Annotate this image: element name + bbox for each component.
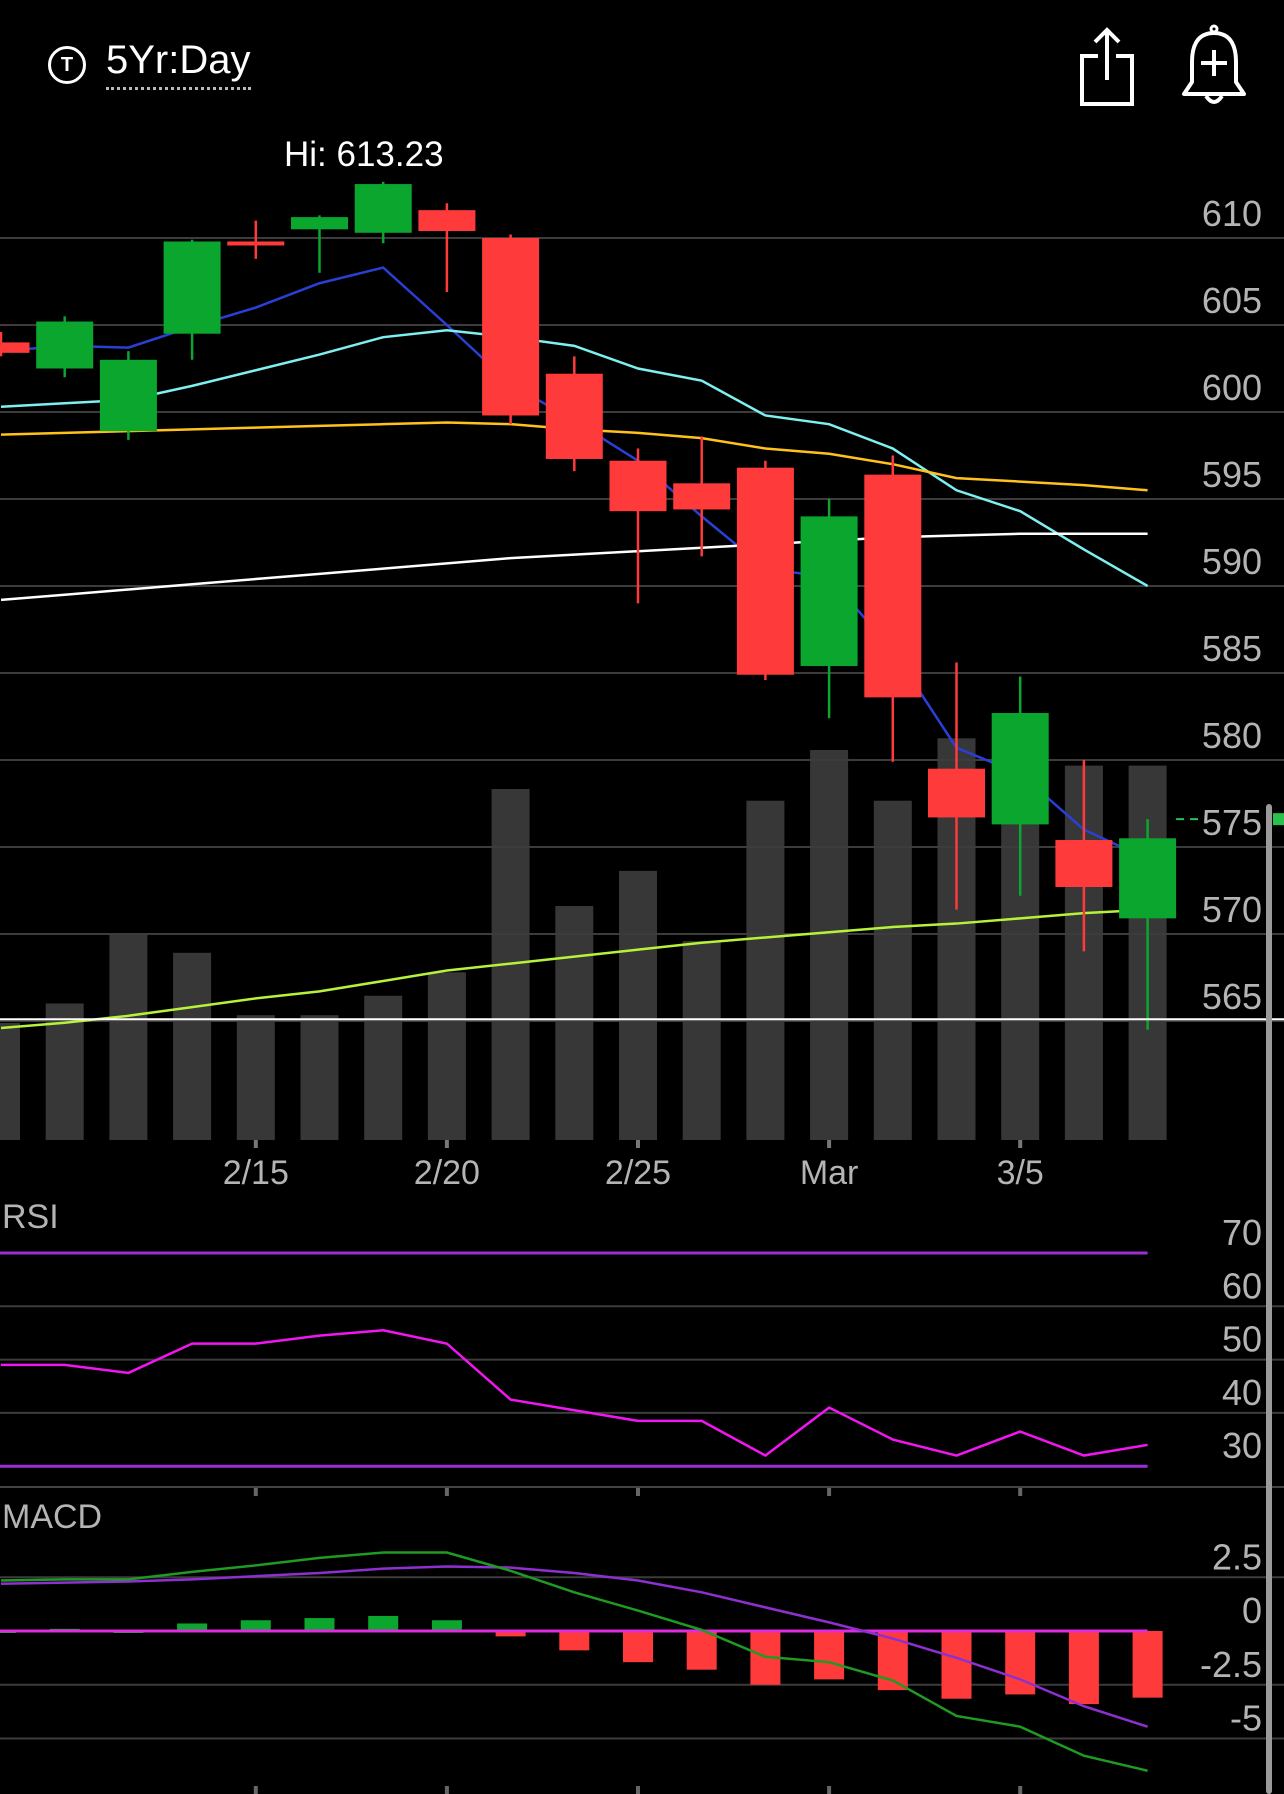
candle-body	[0, 342, 30, 353]
ticker-badge-icon[interactable]: T	[48, 46, 86, 84]
macd-line	[0, 1551, 1148, 1772]
candle-body	[1055, 840, 1113, 888]
macd-histogram-bar	[495, 1631, 526, 1637]
macd-histogram-bar	[240, 1620, 271, 1631]
volume-bar	[300, 1015, 339, 1140]
moving-average-line	[0, 328, 1149, 588]
macd-tick-label: -2.5	[1200, 1644, 1262, 1685]
price-tick-label: 570	[1202, 889, 1262, 930]
macd-tick-label: -5	[1230, 1698, 1262, 1739]
rsi-title: RSI	[2, 1198, 59, 1236]
volume-bar	[873, 800, 912, 1140]
macd-histogram-bar	[1068, 1631, 1099, 1705]
candle-body	[291, 217, 348, 230]
volume-bar	[619, 870, 657, 1140]
share-icon[interactable]	[1078, 26, 1136, 106]
macd-histogram-bar	[177, 1623, 208, 1631]
price-tick-label: 585	[1202, 628, 1262, 669]
moving-average-line	[0, 532, 1148, 602]
price-tick-label: 580	[1202, 715, 1262, 756]
macd-histogram-bar	[941, 1631, 972, 1699]
x-axis-label: 3/5	[997, 1154, 1044, 1192]
price-tick-label: 595	[1202, 454, 1262, 495]
volume-bar	[236, 1015, 275, 1140]
price-tick-label: 610	[1202, 193, 1262, 234]
candle-body	[227, 241, 285, 246]
volume-bar	[746, 800, 785, 1140]
macd-histogram-bar	[623, 1631, 653, 1663]
candle-body	[354, 184, 412, 233]
macd-signal-line	[0, 1565, 1148, 1728]
candle-body	[418, 210, 476, 232]
candle-body	[1119, 838, 1177, 919]
last-price-marker	[1273, 813, 1284, 826]
macd-tick-label: 0	[1242, 1590, 1262, 1631]
high-price-label: Hi: 613.23	[284, 135, 444, 174]
ticker-badge-letter: T	[60, 54, 74, 76]
macd-histogram-bar	[686, 1631, 717, 1670]
x-axis-label: 2/25	[605, 1154, 671, 1192]
candle-body	[673, 483, 731, 510]
x-axis-label: 2/15	[223, 1154, 289, 1192]
candle-body	[736, 467, 794, 675]
price-tick-label: 565	[1202, 976, 1262, 1017]
bell-plus-icon[interactable]	[1180, 24, 1248, 108]
macd-histogram-bar	[814, 1631, 845, 1680]
candle-body	[482, 238, 540, 416]
scrollbar[interactable]	[1266, 804, 1272, 1794]
price-tick-label: 575	[1202, 802, 1262, 843]
candle-body	[991, 713, 1049, 825]
volume-bar	[810, 750, 849, 1140]
macd-histogram-bar	[1132, 1631, 1163, 1698]
price-tick-label: 600	[1202, 367, 1262, 408]
candle-body	[864, 474, 922, 698]
candle-body	[163, 241, 221, 334]
macd-histogram-bar	[431, 1620, 462, 1631]
price-tick-label: 605	[1202, 280, 1262, 321]
candle-body	[800, 516, 858, 667]
candle-body	[36, 321, 94, 369]
volume-bar	[555, 906, 594, 1140]
volume-bar	[45, 1003, 84, 1140]
macd-histogram-bar	[368, 1615, 399, 1631]
volume-bar	[109, 933, 148, 1140]
rsi-tick-label: 70	[1222, 1212, 1262, 1253]
macd-histogram-bar	[304, 1618, 335, 1631]
volume-bar	[682, 941, 721, 1140]
rsi-line	[1, 1329, 1148, 1458]
macd-histogram-bar	[559, 1631, 590, 1651]
timeframe-selector[interactable]: 5Yr:Day	[106, 38, 251, 90]
rsi-tick-label: 60	[1222, 1265, 1262, 1306]
macd-tick-label: 2.5	[1212, 1536, 1262, 1577]
rsi-tick-label: 40	[1222, 1372, 1262, 1413]
candle-body	[99, 359, 157, 432]
candle-body	[545, 373, 603, 459]
macd-title: MACD	[2, 1498, 102, 1536]
x-axis-label: 2/20	[414, 1154, 480, 1192]
candle-body	[928, 768, 985, 818]
candle-body	[609, 460, 667, 512]
volume-bar	[364, 995, 403, 1140]
rsi-tick-label: 30	[1222, 1425, 1262, 1466]
chart-header: T 5Yr:Day	[0, 0, 1284, 120]
volume-bar	[427, 972, 466, 1140]
price-tick-label: 590	[1202, 541, 1262, 582]
rsi-tick-label: 50	[1222, 1319, 1262, 1360]
volume-bar	[173, 952, 212, 1140]
x-axis-label: Mar	[800, 1154, 859, 1192]
moving-average-line	[0, 908, 1148, 1030]
volume-bar	[0, 1023, 20, 1140]
